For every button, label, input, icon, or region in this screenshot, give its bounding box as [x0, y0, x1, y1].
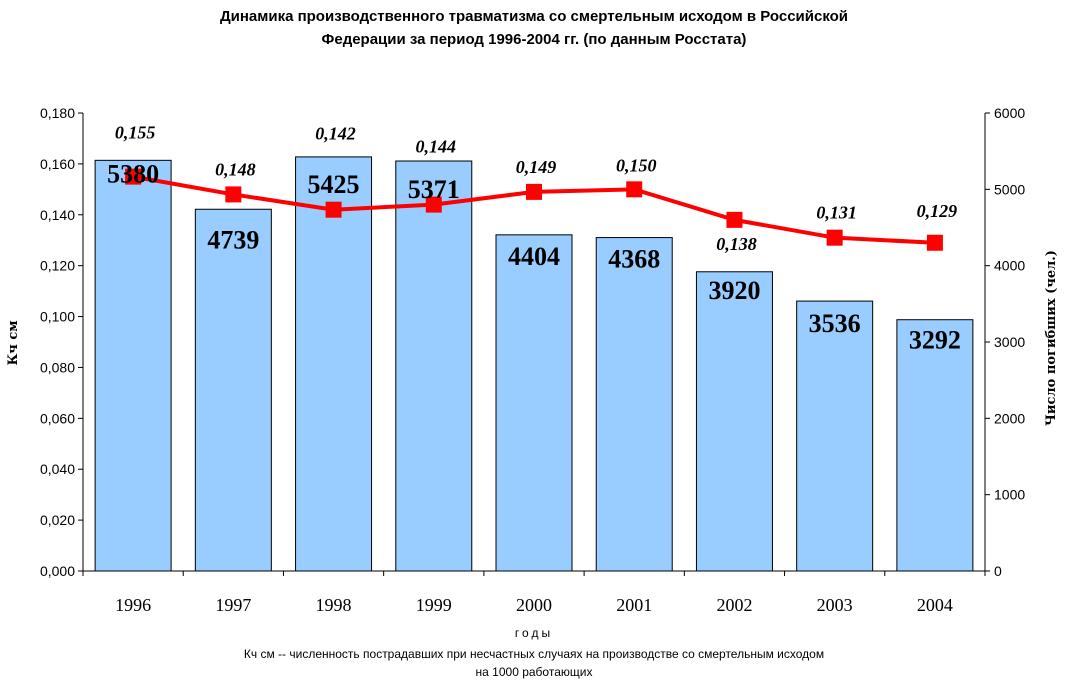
bar-1997: [194, 208, 272, 572]
x-tick-label: 2003: [817, 595, 853, 615]
y2-tick-label: 6000: [994, 105, 1025, 121]
labels-layer: 5380 4739 5425 5371 4404 4368 3920 3536 3292 0,15…: [107, 123, 961, 355]
y-tick-label: 0,080: [40, 359, 75, 375]
bar-value-label: 3292: [909, 326, 961, 355]
line-point-1996: [125, 168, 142, 185]
y2-tick-label: 1000: [994, 487, 1025, 503]
y2-tick-label: 0: [994, 563, 1002, 579]
y-tick-label: 0,180: [40, 105, 75, 121]
y2-tick-label: 2000: [994, 410, 1025, 426]
bar-2000: [495, 234, 573, 572]
line-point-2003: [826, 229, 843, 246]
footnote-line-2: на 1000 работающих: [475, 665, 593, 679]
y-tick-label: 0,020: [40, 512, 75, 528]
y-axis-label: Кч см: [6, 320, 21, 365]
line-value-label: 0,150: [616, 155, 657, 175]
y-tick-label: 0,040: [40, 461, 75, 477]
axes-layer: 0,000 0,020 0,040 0,060 0,080 0,100 0,120 0,140…: [40, 105, 1025, 615]
x-tick-label: 1998: [316, 595, 352, 615]
bar-2002: [695, 271, 773, 572]
bar-value-label: 3536: [809, 309, 861, 338]
bar-1999: [395, 160, 473, 572]
y2-tick-label: 3000: [994, 334, 1025, 350]
y-tick-label: 0,140: [40, 207, 75, 223]
y-tick-label: 0,160: [40, 156, 75, 172]
line-value-label: 0,131: [816, 203, 857, 223]
line-point-2004: [926, 234, 943, 251]
line-point-2001: [626, 181, 643, 198]
line-value-label: 0,142: [315, 124, 356, 144]
chart-title-line-2: Федерации за период 1996-2004 гг. (по да…: [321, 31, 747, 48]
line-value-label: 0,155: [115, 123, 156, 143]
y-tick-label: 0,060: [40, 410, 75, 426]
bar-1996: [94, 159, 172, 572]
footnote-line-1: Кч см -- численность пострадавших при не…: [243, 647, 825, 661]
line-value-label: 0,144: [416, 137, 457, 157]
line-point-1997: [225, 186, 242, 203]
line-value-label: 0,138: [716, 234, 757, 254]
line-value-label: 0,149: [516, 157, 557, 177]
x-axis-label: годы: [514, 626, 554, 640]
x-tick-label: 2004: [917, 595, 953, 615]
line-point-2002: [726, 211, 743, 228]
bar-value-label: 4739: [207, 225, 259, 254]
bar-value-label: 3920: [708, 276, 760, 305]
bar-2001: [595, 237, 673, 572]
y-tick-label: 0,100: [40, 309, 75, 325]
line-point-1999: [425, 196, 442, 213]
x-tick-label: 2000: [516, 595, 552, 615]
line-layer: [125, 168, 943, 251]
bars-layer: [94, 156, 974, 572]
x-tick-label: 1996: [115, 595, 151, 615]
y2-tick-label: 5000: [994, 181, 1025, 197]
chart-title-line-1: Динамика производственного травматизма с…: [219, 8, 849, 25]
bar-value-label: 5380: [107, 159, 159, 188]
bar-value-label: 4404: [508, 242, 560, 271]
bar-value-label: 5425: [308, 170, 360, 199]
bar-value-label: 4368: [608, 245, 660, 274]
bar-2004: [896, 319, 974, 572]
y2-axis-label: Число погибших (чел.): [1044, 250, 1059, 426]
line-value-label: 0,129: [917, 201, 958, 221]
line-value-label: 0,148: [215, 159, 256, 179]
x-tick-label: 2002: [716, 595, 752, 615]
x-tick-label: 1999: [416, 595, 452, 615]
y-tick-label: 0,000: [40, 563, 75, 579]
bar-value-label: 5371: [408, 175, 460, 204]
y2-tick-label: 4000: [994, 258, 1025, 274]
line-point-2000: [526, 183, 542, 200]
x-tick-label: 2001: [616, 595, 652, 615]
bar-1998: [295, 156, 373, 572]
y-tick-label: 0,120: [40, 258, 75, 274]
line-point-1998: [325, 201, 342, 218]
bar-2003: [796, 300, 874, 572]
x-tick-label: 1997: [215, 595, 251, 615]
